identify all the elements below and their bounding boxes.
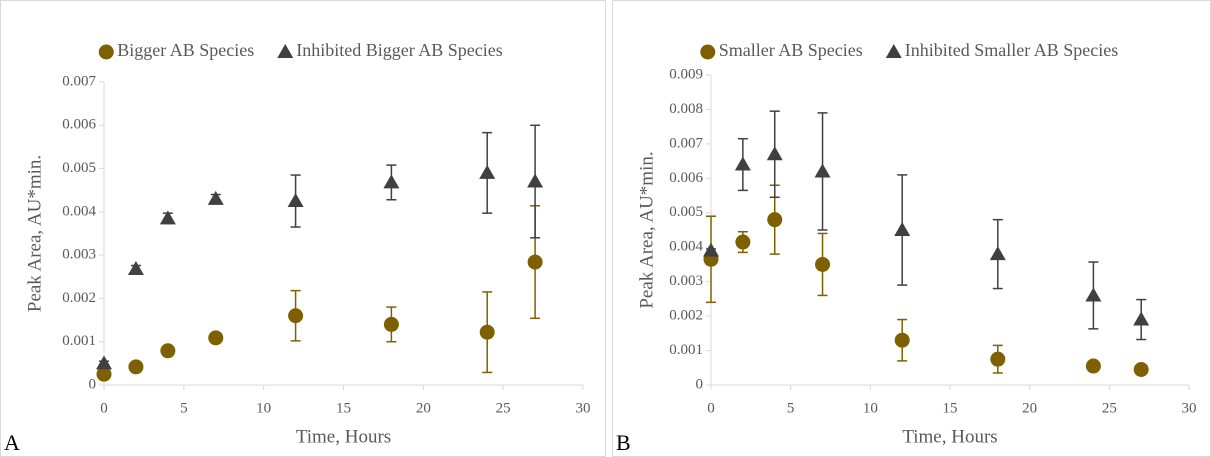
point	[894, 222, 911, 236]
y-tick-label: 0	[89, 376, 97, 392]
point	[96, 355, 112, 370]
point	[383, 174, 400, 189]
y-tick-label: 0.006	[62, 117, 96, 133]
point	[383, 316, 399, 332]
point	[990, 351, 1006, 367]
y-axis-title: Peak Area, AU*min.	[24, 155, 45, 312]
y-tick-label: 0.007	[62, 73, 96, 89]
point	[207, 190, 224, 205]
point	[766, 146, 783, 161]
legend-marker	[277, 44, 294, 58]
y-tick-label: 0	[696, 376, 704, 392]
point	[735, 234, 751, 250]
x-tick-label: 25	[496, 400, 511, 416]
legend-marker	[98, 44, 114, 60]
y-tick-label: 0.003	[669, 273, 703, 289]
point	[527, 173, 544, 188]
legend-marker	[885, 44, 902, 58]
legend-label: Inhibited Smaller AB Species	[905, 40, 1118, 60]
point	[128, 359, 144, 375]
x-tick-label: 20	[1022, 400, 1037, 416]
x-tick-label: 30	[576, 400, 591, 416]
y-tick-label: 0.006	[669, 170, 703, 186]
point	[288, 308, 304, 324]
y-tick-label: 0.005	[62, 160, 96, 176]
point	[160, 343, 176, 359]
point	[1133, 311, 1150, 326]
point	[815, 256, 831, 272]
legend-label: Smaller AB Species	[719, 40, 863, 60]
x-tick-label: 20	[416, 400, 431, 416]
x-tick-label: 15	[336, 400, 351, 416]
point	[527, 254, 543, 270]
y-tick-label: 0.004	[62, 203, 96, 219]
x-tick-label: 5	[787, 400, 795, 416]
legend-label: Inhibited Bigger AB Species	[296, 40, 502, 60]
legend-label: Bigger AB Species	[117, 40, 254, 60]
x-tick-label: 0	[707, 400, 715, 416]
y-tick-label: 0.002	[62, 290, 96, 306]
y-tick-label: 0.007	[669, 135, 703, 151]
y-tick-label: 0.001	[62, 333, 96, 349]
x-tick-label: 5	[180, 400, 188, 416]
y-tick-label: 0.003	[62, 247, 96, 263]
point	[1085, 358, 1101, 374]
point	[127, 260, 144, 275]
x-tick-label: 15	[943, 400, 958, 416]
x-tick-label: 25	[1102, 400, 1117, 416]
y-tick-label: 0.001	[669, 342, 703, 358]
y-tick-label: 0.005	[669, 204, 703, 220]
x-tick-label: 10	[256, 400, 271, 416]
panel-label: A	[4, 430, 20, 455]
x-tick-label: 30	[1182, 400, 1197, 416]
x-tick-label: 10	[863, 400, 878, 416]
point	[208, 330, 224, 346]
point	[1085, 287, 1102, 302]
legend-marker	[700, 44, 716, 60]
point	[703, 242, 719, 257]
panel-label: B	[616, 430, 631, 455]
y-tick-label: 0.004	[669, 239, 703, 255]
point	[479, 324, 495, 340]
point	[159, 210, 176, 225]
point	[767, 212, 783, 228]
point	[96, 366, 112, 382]
x-axis-title: Time, Hours	[902, 426, 997, 447]
point	[287, 193, 304, 208]
point	[734, 156, 751, 171]
y-tick-label: 0.008	[669, 101, 703, 117]
x-axis-title: Time, Hours	[296, 426, 391, 447]
point	[989, 246, 1006, 261]
y-tick-label: 0.002	[669, 308, 703, 324]
point	[1133, 362, 1149, 377]
point	[894, 332, 910, 348]
point	[479, 164, 496, 179]
y-axis-title: Peak Area, AU*min.	[636, 151, 657, 308]
y-tick-label: 0.009	[669, 66, 703, 82]
point	[814, 163, 831, 178]
x-tick-label: 0	[100, 400, 108, 416]
